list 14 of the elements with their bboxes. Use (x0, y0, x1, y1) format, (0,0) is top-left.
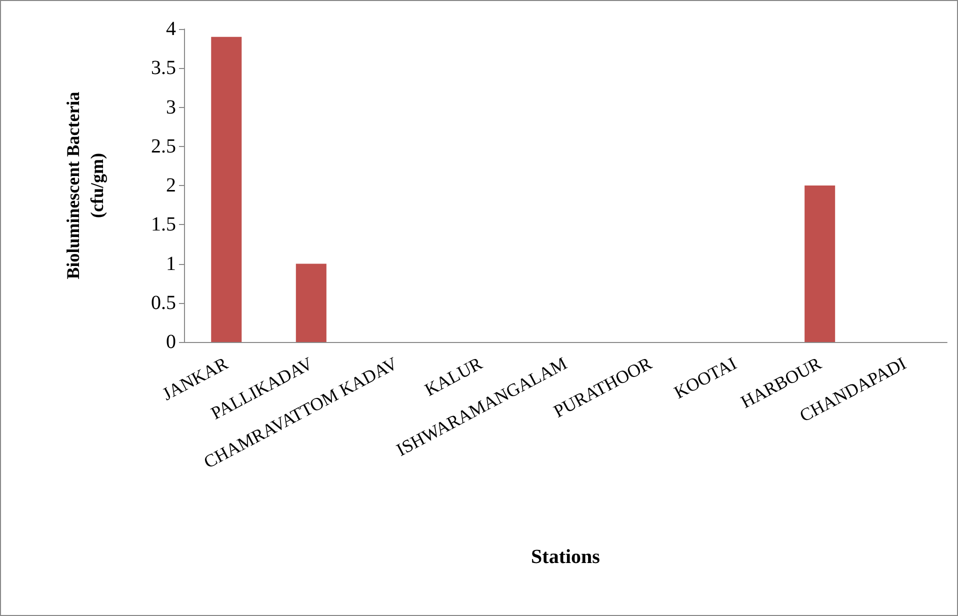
y-tick-label: 0.5 (151, 292, 176, 314)
y-tick-label: 2.5 (151, 135, 176, 158)
y-tick-label: 0 (166, 331, 176, 353)
y-tick-label: 3.5 (151, 57, 176, 80)
y-tick-label: 4 (166, 18, 176, 40)
bar (804, 186, 836, 342)
y-tick-label: 1.5 (151, 214, 176, 236)
y-axis-title: Bioluminescent Bacteria (cfu/gm) (63, 92, 107, 280)
y-tick-label: 3 (166, 96, 176, 118)
y-tick-label: 2 (166, 174, 176, 196)
bar (211, 36, 242, 342)
x-axis-title: Stations (531, 546, 600, 568)
y-tick-label: 1 (166, 252, 176, 275)
bar (296, 264, 326, 342)
